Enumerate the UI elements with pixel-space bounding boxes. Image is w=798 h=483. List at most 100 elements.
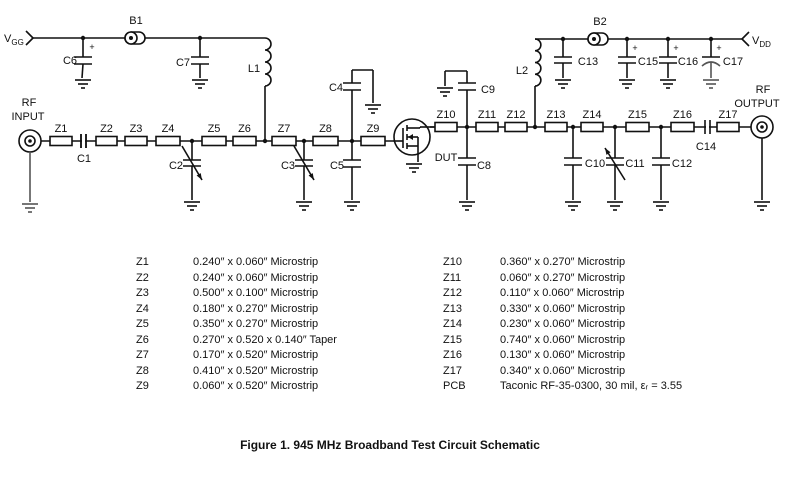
label-c13: C13: [578, 56, 598, 68]
label-z17: Z17: [719, 109, 738, 121]
part-ref: Z8: [136, 364, 149, 377]
table-row: Z17 0.340″ x 0.060″ Microstrip: [443, 364, 682, 380]
part-description: 0.360″ x 0.270″ Microstrip: [500, 256, 626, 268]
label-z8: Z8: [319, 123, 332, 135]
label-c11: C11: [625, 158, 644, 170]
part-ref: Z11: [443, 271, 462, 284]
rf-input-connector: [28, 139, 32, 143]
label-z9: Z9: [367, 123, 380, 135]
rf-output-label: OUTPUT: [734, 98, 780, 110]
table-row: Z8 0.410″ x 0.520″ Microstrip: [136, 364, 337, 380]
label-b2: B2: [593, 16, 606, 28]
label-c10: C10: [585, 158, 605, 170]
label-z15: Z15: [628, 109, 647, 121]
table-row: Z15 0.740″ x 0.060″ Microstrip: [443, 333, 682, 349]
plus-c17: +: [716, 43, 721, 53]
plus-c15: +: [632, 43, 637, 53]
label-c7: C7: [176, 57, 190, 69]
table-row: Z16 0.130″ x 0.060″ Microstrip: [443, 348, 682, 364]
table-row: Z10 0.360″ x 0.270″ Microstrip: [443, 255, 682, 271]
part-ref: Z5: [136, 318, 149, 330]
cap-gap: [82, 135, 85, 147]
table-row: Z1 0.240″ x 0.060″ Microstrip: [136, 255, 337, 271]
vgg-label-sub: GG: [11, 38, 23, 47]
part-description: 0.350″ x 0.270″ Microstrip: [193, 318, 319, 330]
label-c17: C17: [723, 56, 743, 68]
label-z10: Z10: [437, 109, 456, 121]
label-z1: Z1: [55, 123, 68, 135]
microstrip-z11: [475, 121, 499, 133]
bead-b1: [129, 36, 133, 40]
label-z11: Z11: [478, 109, 496, 121]
microstrip-z9: [360, 135, 386, 147]
microstrip-z3: [124, 135, 148, 147]
table-row: Z9 0.060″ x 0.520″ Microstrip: [136, 379, 337, 395]
microstrip-z7: [271, 135, 297, 147]
table-row: Z11 0.060″ x 0.270″ Microstrip: [443, 271, 682, 287]
transistor-dut-icon: [408, 134, 413, 140]
part-description: 0.170″ x 0.520″ Microstrip: [193, 349, 319, 361]
table-row: Z6 0.270″ x 0.520 x 0.140″ Taper: [136, 333, 337, 349]
part-ref: Z3: [136, 287, 149, 299]
part-ref: Z10: [443, 256, 462, 268]
label-c14: C14: [696, 141, 716, 153]
microstrip-z17: [716, 121, 740, 133]
part-ref: Z12: [443, 287, 462, 299]
part-ref: Z6: [136, 333, 149, 346]
inductor-l2: [534, 38, 542, 87]
part-description: 0.110″ x 0.060″ Microstrip: [500, 287, 625, 299]
variable-capacitor-c2: [196, 173, 202, 180]
microstrip-z2: [95, 135, 118, 147]
vgg-terminal-arrow: [25, 37, 34, 46]
part-description: 0.230″ x 0.060″ Microstrip: [500, 318, 626, 330]
label-l1: L1: [248, 63, 260, 75]
part-ref: Z17: [443, 364, 462, 377]
label-dut: DUT: [435, 152, 458, 164]
part-ref: Z16: [443, 349, 462, 361]
vdd-terminal-arrow: [741, 31, 750, 40]
microstrip-z10: [434, 121, 458, 133]
label-c16: C16: [678, 56, 698, 68]
part-ref: Z4: [136, 302, 149, 315]
table-row: Z13 0.330″ x 0.060″ Microstrip: [443, 302, 682, 318]
vgg-label-main: V: [4, 33, 12, 45]
microstrip-z14: [580, 121, 604, 133]
table-row: PCB Taconic RF-35-0300, 30 mil, εᵣ = 3.55: [443, 379, 682, 395]
part-description: 0.340″ x 0.060″ Microstrip: [500, 364, 626, 377]
part-description: 0.240″ x 0.060″ Microstrip: [193, 256, 319, 268]
parts-table-right: Z10 0.360″ x 0.270″ Microstrip Z11 0.060″ x…: [443, 255, 682, 395]
label-z4: Z4: [162, 123, 175, 135]
part-description: 0.060″ x 0.520″ Microstrip: [193, 380, 319, 392]
part-description: 0.130″ x 0.060″ Microstrip: [500, 349, 626, 361]
rf-output-connector: [760, 125, 764, 129]
label-c5: C5: [330, 160, 344, 172]
label-z2: Z2: [100, 123, 113, 135]
plus-c16: +: [673, 43, 678, 53]
figure-caption: Figure 1. 945 MHz Broadband Test Circuit…: [0, 438, 798, 452]
microstrip-z16: [670, 121, 695, 133]
label-c4: C4: [329, 82, 343, 94]
rf-output-label: RF: [756, 84, 771, 96]
part-description: Taconic RF-35-0300, 30 mil, εᵣ = 3.55: [500, 380, 683, 392]
vdd-label-sub: DD: [759, 40, 771, 49]
label-z12: Z12: [507, 109, 526, 121]
inductor-l1: [264, 37, 272, 87]
label-c2: C2: [169, 160, 183, 172]
table-row: Z2 0.240″ x 0.060″ Microstrip: [136, 271, 337, 287]
label-z5: Z5: [208, 123, 221, 135]
part-description: 0.330″ x 0.060″ Microstrip: [500, 302, 626, 315]
microstrip-z15: [625, 121, 650, 133]
rf-input-label: RF: [22, 97, 37, 109]
label-z14: Z14: [583, 109, 602, 121]
part-ref: Z14: [443, 318, 462, 330]
variable-capacitor-c3: [308, 173, 314, 180]
label-c9: C9: [481, 84, 495, 96]
vdd-label: VDD: [752, 35, 771, 49]
part-ref: Z9: [136, 380, 149, 392]
label-c1: C1: [77, 153, 91, 165]
table-row: Z7 0.170″ x 0.520″ Microstrip: [136, 348, 337, 364]
part-description: 0.060″ x 0.270″ Microstrip: [500, 271, 626, 284]
microstrip-z12: [504, 121, 528, 133]
vdd-label-main: V: [752, 35, 760, 47]
